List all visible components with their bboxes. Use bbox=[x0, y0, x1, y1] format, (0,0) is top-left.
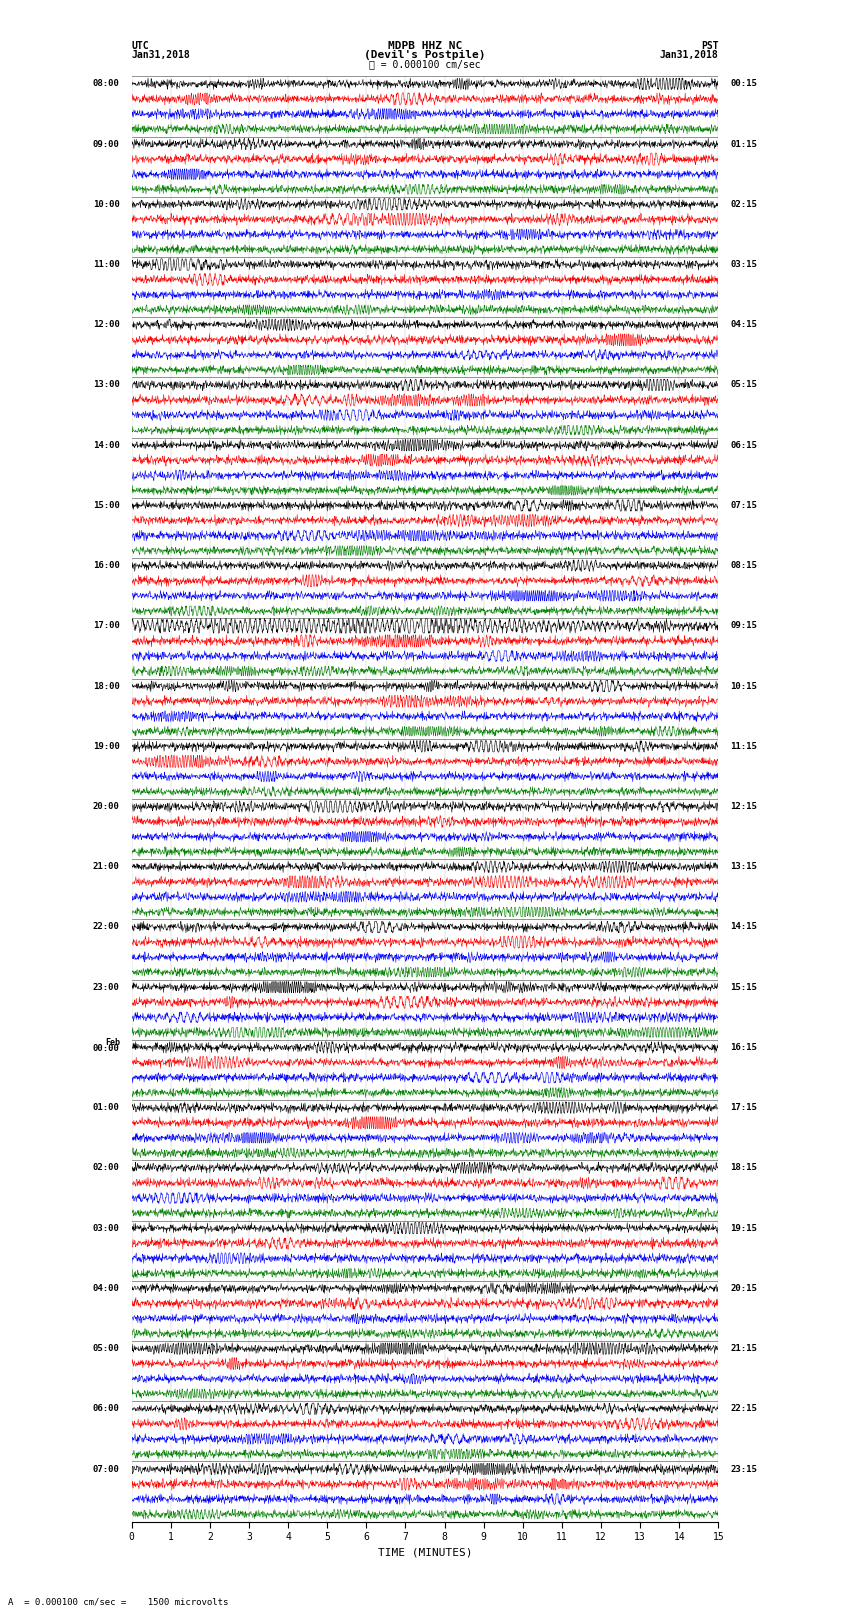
Text: 06:15: 06:15 bbox=[730, 440, 757, 450]
Text: PST: PST bbox=[701, 40, 718, 50]
Text: (Devil's Postpile): (Devil's Postpile) bbox=[365, 50, 485, 60]
Text: 15:00: 15:00 bbox=[93, 502, 120, 510]
Text: 22:00: 22:00 bbox=[93, 923, 120, 931]
Text: 17:00: 17:00 bbox=[93, 621, 120, 631]
Text: 21:15: 21:15 bbox=[730, 1344, 757, 1353]
Text: 16:00: 16:00 bbox=[93, 561, 120, 569]
Text: ⎯ = 0.000100 cm/sec: ⎯ = 0.000100 cm/sec bbox=[369, 60, 481, 69]
Text: 23:00: 23:00 bbox=[93, 982, 120, 992]
Text: Jan31,2018: Jan31,2018 bbox=[660, 50, 718, 60]
Text: 05:00: 05:00 bbox=[93, 1344, 120, 1353]
X-axis label: TIME (MINUTES): TIME (MINUTES) bbox=[377, 1548, 473, 1558]
Text: 00:00: 00:00 bbox=[93, 1045, 120, 1053]
Text: 17:15: 17:15 bbox=[730, 1103, 757, 1111]
Text: 14:00: 14:00 bbox=[93, 440, 120, 450]
Text: 13:15: 13:15 bbox=[730, 863, 757, 871]
Text: 04:00: 04:00 bbox=[93, 1284, 120, 1294]
Text: 19:00: 19:00 bbox=[93, 742, 120, 750]
Text: 18:15: 18:15 bbox=[730, 1163, 757, 1173]
Text: 14:15: 14:15 bbox=[730, 923, 757, 931]
Text: 09:15: 09:15 bbox=[730, 621, 757, 631]
Text: 02:00: 02:00 bbox=[93, 1163, 120, 1173]
Text: UTC: UTC bbox=[132, 40, 150, 50]
Text: 15:15: 15:15 bbox=[730, 982, 757, 992]
Text: 02:15: 02:15 bbox=[730, 200, 757, 208]
Text: 09:00: 09:00 bbox=[93, 140, 120, 148]
Text: 00:15: 00:15 bbox=[730, 79, 757, 89]
Text: 18:00: 18:00 bbox=[93, 682, 120, 690]
Text: 12:00: 12:00 bbox=[93, 321, 120, 329]
Text: Feb: Feb bbox=[105, 1039, 120, 1047]
Text: 07:00: 07:00 bbox=[93, 1465, 120, 1474]
Text: 01:00: 01:00 bbox=[93, 1103, 120, 1111]
Text: 20:15: 20:15 bbox=[730, 1284, 757, 1294]
Text: 11:00: 11:00 bbox=[93, 260, 120, 269]
Text: 08:15: 08:15 bbox=[730, 561, 757, 569]
Text: 23:15: 23:15 bbox=[730, 1465, 757, 1474]
Text: 22:15: 22:15 bbox=[730, 1405, 757, 1413]
Text: 11:15: 11:15 bbox=[730, 742, 757, 750]
Text: 06:00: 06:00 bbox=[93, 1405, 120, 1413]
Text: 21:00: 21:00 bbox=[93, 863, 120, 871]
Text: 10:15: 10:15 bbox=[730, 682, 757, 690]
Text: A  = 0.000100 cm/sec =    1500 microvolts: A = 0.000100 cm/sec = 1500 microvolts bbox=[8, 1597, 229, 1607]
Text: Jan31,2018: Jan31,2018 bbox=[132, 50, 190, 60]
Text: 03:15: 03:15 bbox=[730, 260, 757, 269]
Text: 08:00: 08:00 bbox=[93, 79, 120, 89]
Text: MDPB HHZ NC: MDPB HHZ NC bbox=[388, 40, 462, 50]
Text: 16:15: 16:15 bbox=[730, 1044, 757, 1052]
Text: 03:00: 03:00 bbox=[93, 1224, 120, 1232]
Text: 07:15: 07:15 bbox=[730, 502, 757, 510]
Text: 01:15: 01:15 bbox=[730, 140, 757, 148]
Text: 20:00: 20:00 bbox=[93, 802, 120, 811]
Text: 12:15: 12:15 bbox=[730, 802, 757, 811]
Text: 05:15: 05:15 bbox=[730, 381, 757, 389]
Text: 13:00: 13:00 bbox=[93, 381, 120, 389]
Text: 10:00: 10:00 bbox=[93, 200, 120, 208]
Text: 04:15: 04:15 bbox=[730, 321, 757, 329]
Text: 19:15: 19:15 bbox=[730, 1224, 757, 1232]
